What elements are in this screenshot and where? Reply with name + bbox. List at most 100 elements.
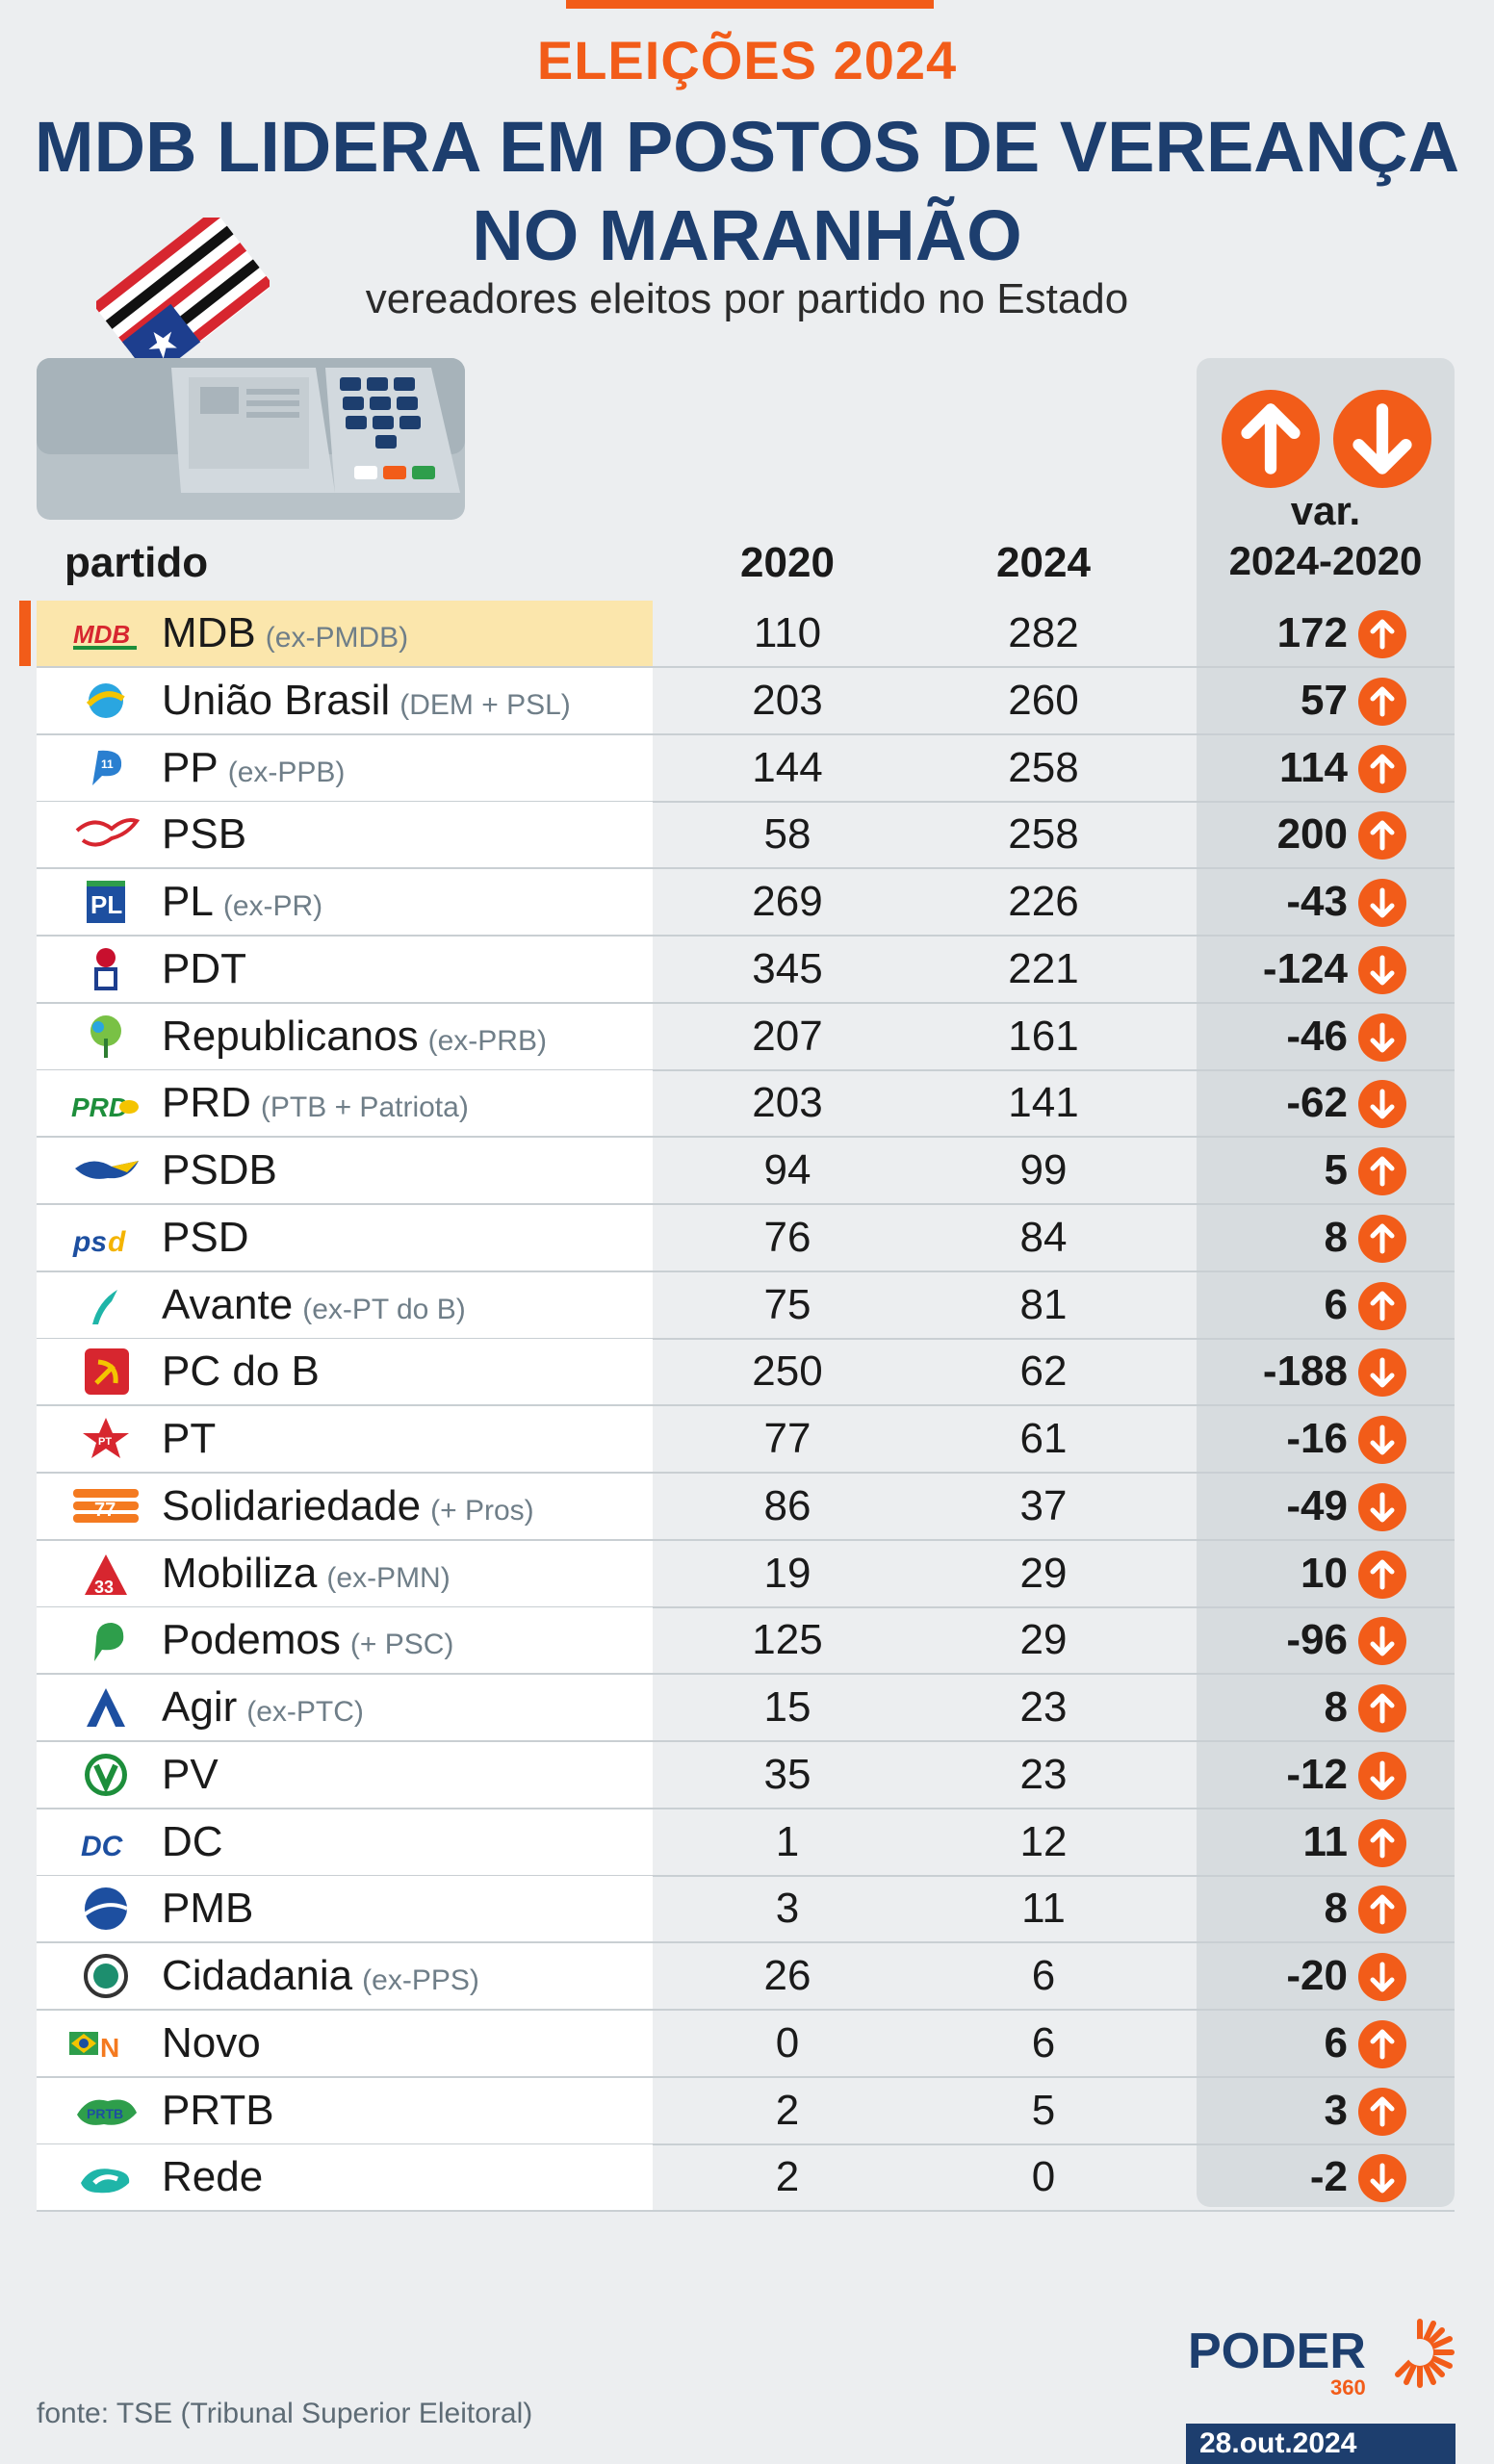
party-name: PL (ex-PR) — [162, 879, 322, 930]
party-label: PC do B — [162, 1348, 320, 1396]
party-name: PT — [162, 1416, 216, 1462]
value-2020: 19 — [763, 1549, 811, 1597]
row-divider — [37, 2075, 1455, 2078]
svg-text:PT: PT — [98, 1436, 112, 1448]
party-name: Podemos (+ PSC) — [162, 1617, 453, 1668]
value-2020: 76 — [763, 1213, 811, 1261]
party-label: PSDB — [162, 1146, 277, 1194]
variation-value: 5 — [1324, 1146, 1348, 1194]
value-2024: 12 — [1019, 1817, 1068, 1865]
title-line-2: NO MARANHÃO — [472, 195, 1022, 275]
svg-text:d: d — [108, 1226, 126, 1258]
value-2024: 81 — [1019, 1280, 1068, 1328]
party-cell-background — [37, 869, 653, 935]
prtb-logo: PRTB — [77, 2099, 137, 2125]
var-header-line-2: 2024-2020 — [1228, 538, 1423, 583]
party-name: Rede — [162, 2154, 263, 2200]
value-2024: 11 — [1021, 1885, 1066, 1933]
year-2024-column-header: 2024 — [996, 539, 1091, 586]
table-row: 33 Mobiliza (ex-PMN) 19 29 10 — [0, 1540, 1494, 1608]
party-cell-background — [37, 1271, 653, 1338]
party-label: PL — [162, 878, 214, 925]
arrow-down-icon — [1358, 1416, 1406, 1464]
party-cell-background — [37, 1204, 653, 1270]
value-2024: 226 — [1008, 878, 1079, 925]
party-note: (ex-PPS) — [362, 1964, 479, 1996]
party-label: PT — [162, 1415, 217, 1462]
arrow-up-icon — [1358, 1550, 1406, 1599]
variation-value: 8 — [1324, 1885, 1348, 1933]
party-cell-background — [37, 1540, 653, 1606]
svg-text:11: 11 — [101, 757, 114, 771]
value-2020: 269 — [752, 878, 823, 925]
party-label: MDB — [162, 609, 256, 656]
party-name: PMB — [162, 1886, 253, 1932]
value-2024: 258 — [1008, 810, 1079, 859]
value-2024: 260 — [1008, 676, 1079, 724]
arrow-up-icon — [1222, 390, 1320, 488]
arrow-down-icon — [1358, 1953, 1406, 2001]
dc-logo: DC — [81, 1831, 124, 1862]
row-divider — [37, 1404, 1455, 1407]
value-2024: 221 — [1008, 944, 1079, 992]
variation-value: -49 — [1286, 1481, 1348, 1529]
value-2020: 250 — [752, 1348, 823, 1396]
row-divider — [37, 800, 1455, 803]
variation-value: -20 — [1286, 1952, 1348, 1999]
party-name: PDT — [162, 945, 246, 992]
arrow-up-icon — [1358, 1281, 1406, 1330]
table-row: PMB 3 11 8 — [0, 1876, 1494, 1944]
party-column-header: partido — [64, 539, 209, 586]
table-row: PC do B 250 62 -188 — [0, 1339, 1494, 1407]
value-2020: 144 — [752, 743, 823, 791]
arrow-down-icon — [1358, 1080, 1406, 1129]
party-name: Agir (ex-PTC) — [162, 1684, 364, 1735]
solidariedade-logo: 77 — [73, 1488, 139, 1523]
var-header-line-1: var. — [1290, 488, 1361, 533]
party-label: PRTB — [162, 2086, 274, 2134]
party-cell-background — [37, 802, 653, 868]
arrow-up-icon — [1358, 744, 1406, 793]
poder360-logo: PODER 360 — [1188, 2319, 1455, 2400]
year-2020-column-header: 2020 — [740, 539, 835, 586]
value-2020: 203 — [752, 1079, 823, 1127]
variation-value: -2 — [1309, 2153, 1348, 2201]
row-divider — [37, 1136, 1455, 1139]
voting-machine-illustration — [37, 358, 465, 520]
arrow-up-icon — [1358, 1818, 1406, 1867]
cidadania-logo — [84, 1954, 128, 1998]
arrow-up-icon — [1358, 811, 1406, 860]
value-2020: 35 — [763, 1750, 811, 1798]
party-cell-background — [37, 1943, 653, 2009]
party-name: União Brasil (DEM + PSL) — [162, 677, 571, 729]
value-2020: 345 — [752, 944, 823, 992]
title-line-1: MDB LIDERA EM POSTOS DE VEREANÇA — [34, 107, 1460, 187]
table-row: Podemos (+ PSC) 125 29 -96 — [0, 1607, 1494, 1676]
party-note: (ex-PPB) — [227, 756, 346, 788]
value-2020: 203 — [752, 676, 823, 724]
table-row: ps d PSD 76 84 8 — [0, 1204, 1494, 1272]
variation-value: 11 — [1302, 1817, 1348, 1865]
uniao-brasil-logo — [86, 682, 125, 718]
party-name: PRTB — [162, 2086, 274, 2134]
novo-logo: N — [69, 2031, 119, 2063]
row-divider — [37, 1068, 1455, 1071]
variation-value: 57 — [1301, 676, 1348, 724]
table-row: Cidadania (ex-PPS) 26 6 -20 — [0, 1943, 1494, 2011]
table-row: PSDB 94 99 5 — [0, 1138, 1494, 1205]
value-2024: 84 — [1019, 1213, 1068, 1261]
row-divider — [37, 732, 1455, 735]
party-name: Cidadania (ex-PPS) — [162, 1953, 479, 2004]
party-cell-background — [37, 667, 653, 733]
party-cell-background — [37, 1809, 653, 1875]
arrow-up-icon — [1358, 1886, 1406, 1935]
pp-logo: 11 — [92, 750, 122, 785]
party-cell-background — [37, 2077, 653, 2143]
svg-text:MDB: MDB — [73, 620, 130, 649]
table-row: PT PT 77 61 -16 — [0, 1406, 1494, 1474]
variation-value: -43 — [1286, 878, 1348, 925]
value-2024: 29 — [1019, 1549, 1068, 1597]
party-label: Mobiliza — [162, 1549, 318, 1597]
party-label: Avante — [162, 1280, 294, 1328]
variation-value: 6 — [1324, 1280, 1348, 1328]
